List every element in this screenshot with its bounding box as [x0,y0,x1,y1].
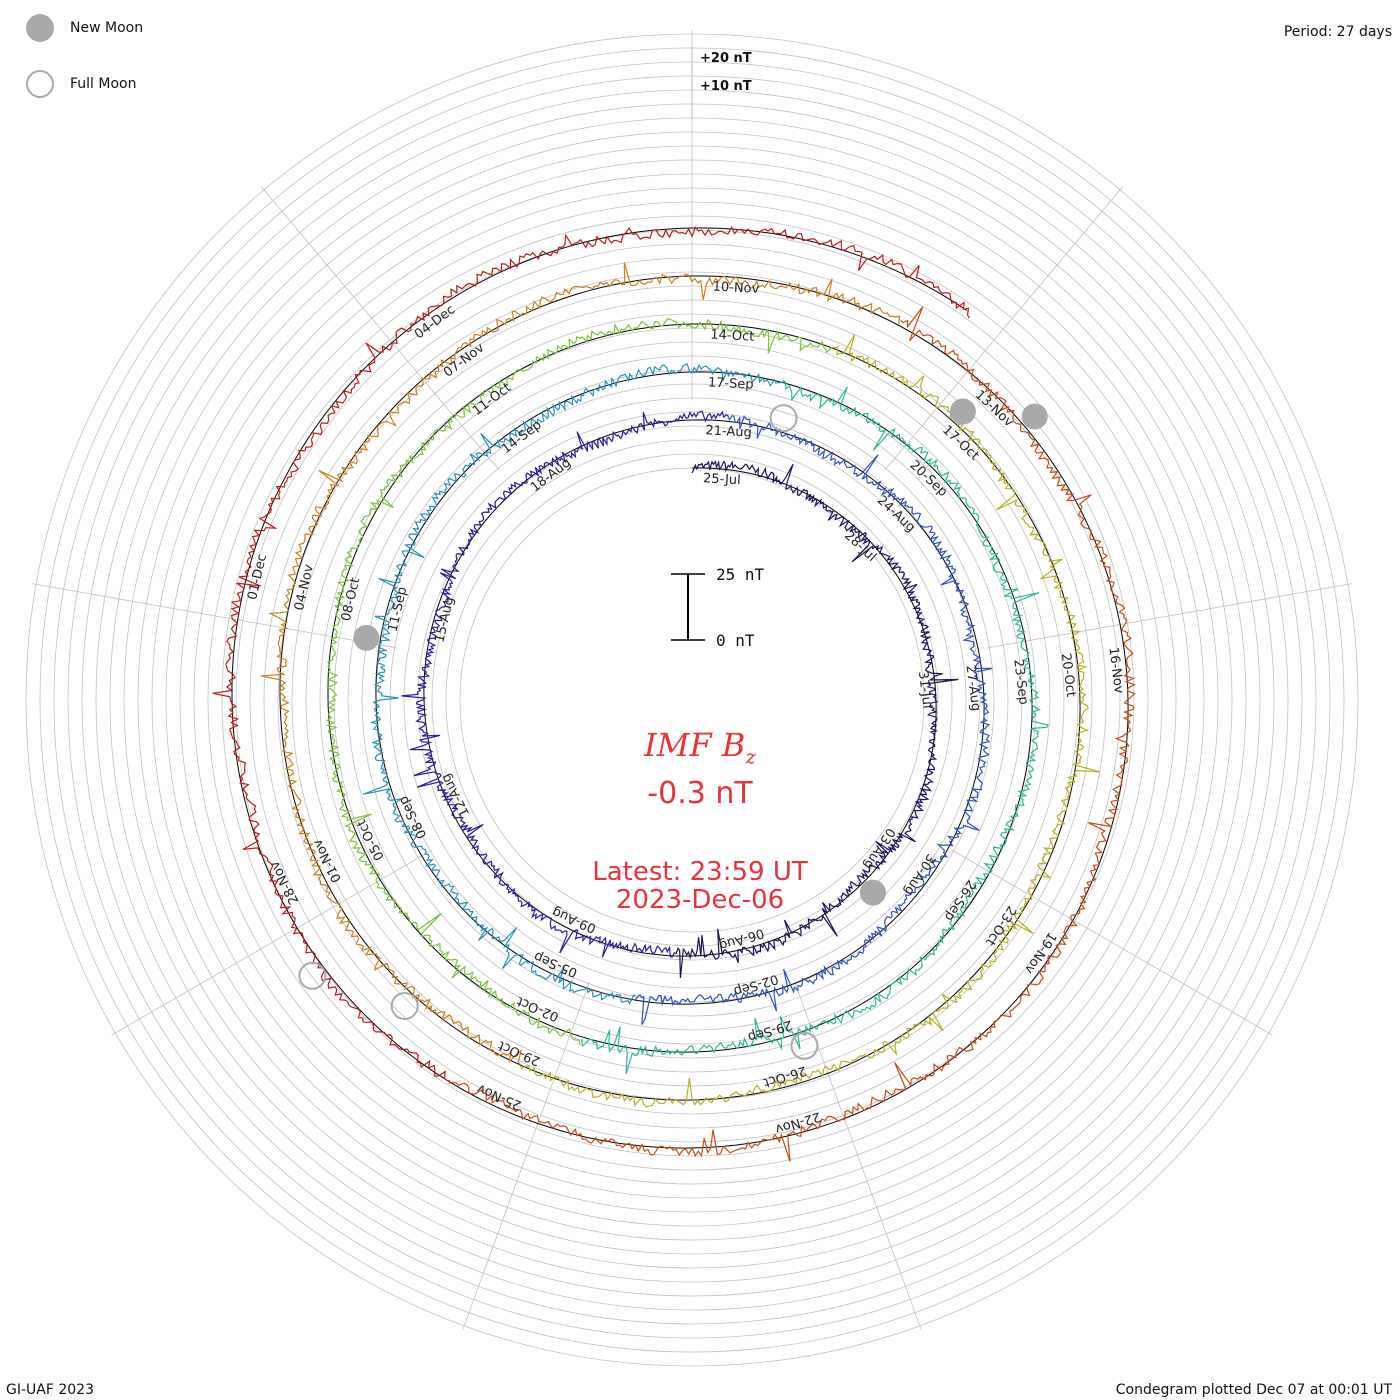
date-label: 25-Jul [703,471,741,488]
trace-segment [519,334,1101,1108]
date-label: 17-Sep [707,375,753,392]
period-label: Period: 27 days [1283,24,1392,40]
grid-ring [445,453,939,947]
latest-value: -0.3 nT [647,776,753,811]
date-label: 20-Oct [1058,652,1078,698]
latest-date: 2023-Dec-06 [615,885,785,915]
full-moon-marker [298,961,327,990]
date-label: 26-Oct [762,1062,809,1089]
date-label: 14-Oct [710,328,755,345]
grid-spoke [951,849,1273,1036]
new-moon-marker [1021,403,1048,430]
trace-segment [675,460,959,978]
date-label: 01-Dec [245,553,270,602]
trace-segment [401,410,729,958]
date-label: 21-Aug [705,423,752,440]
trace-segment [325,317,833,1045]
date-label: 10-Nov [712,280,760,297]
trace-segment [362,363,775,1005]
latest-timestamp: Latest: 23:59 UT 2023-Dec-06 [0,858,1400,914]
date-label: 14-Sep [499,418,545,458]
date-label: 11-Sep [386,585,411,633]
trace-segment [448,306,1136,1162]
legend-full-moon-label: Full Moon [70,76,137,92]
grid-ring [431,439,953,961]
grid-spoke [884,186,1123,471]
legend-new-moon: New Moon [26,14,143,42]
trace-segment [260,262,901,1065]
legend-new-moon-label: New Moon [70,20,144,36]
grid-spoke [987,583,1352,649]
date-label: 27-Aug [963,664,984,712]
trace-segment [212,225,970,1082]
grid-spoke [111,849,433,1036]
grid-spoke [462,981,590,1330]
plotted-label: Condegram plotted Dec 07 at 00:01 UT [1115,1382,1392,1398]
date-label: 04-Dec [412,302,458,342]
chart-title: IMF Bz [0,726,1400,768]
date-label: 23-Sep [1010,658,1031,705]
moon-markers [298,398,1048,1060]
scale-bar-bottom-label: 0 nT [716,631,755,650]
latest-time: Latest: 23:59 UT [592,857,808,887]
grid-ring [403,411,981,989]
grid-spokes [32,30,1352,1330]
date-label: 04-Nov [292,563,317,612]
scale-bar: 25 nT 0 nT [671,565,765,650]
grid-spoke [794,981,922,1330]
ring-label-20: +20 nT [700,51,752,66]
grid-spoke [261,186,500,471]
trace-segment [634,415,993,1025]
trace-segment [581,378,1049,1074]
scale-bar-top-label: 25 nT [716,565,765,584]
date-label: 06-Aug [717,925,766,953]
credit-label: GI-UAF 2023 [6,1382,94,1398]
date-label: 31-Jul [915,670,935,709]
date-label: 22-Nov [773,1108,822,1136]
date-label: 08-Oct [339,576,363,622]
grid-ring [375,383,1009,1017]
new-moon-marker [949,398,976,425]
new-moon-marker [353,624,380,651]
full-moon-marker [769,404,798,433]
full-moon-marker [390,992,419,1020]
ring-label-10: +10 nT [700,79,752,94]
chart-title-sub: z [745,744,756,769]
legend-full-moon: Full Moon [26,70,136,98]
new-moon-icon [26,14,54,42]
chart-title-main: IMF B [644,726,746,764]
full-moon-icon [26,70,54,98]
full-moon-marker [790,1031,819,1060]
cycle-traces [212,225,1136,1162]
new-moon-marker [859,879,886,906]
grid-ring [417,425,967,975]
date-label: 16-Nov [1105,646,1126,694]
